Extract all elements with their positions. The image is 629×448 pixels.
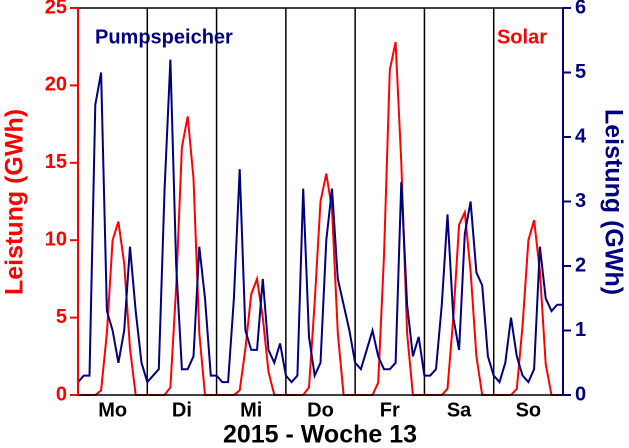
- x-tick-label: Mo: [98, 399, 127, 421]
- y-tick-label: 25: [45, 0, 67, 18]
- x-axis-label: 2015 - Woche 13: [223, 421, 417, 448]
- x-tick-label: Di: [172, 399, 192, 421]
- x-tick-label: Mi: [240, 399, 262, 421]
- y-axis-label: Leistung (GWh): [1, 109, 29, 295]
- y-tick-label: 20: [45, 74, 67, 96]
- y2-tick-label: 1: [575, 319, 586, 341]
- legend-label: Pumpspeicher: [95, 26, 233, 48]
- y-tick-label: 5: [56, 306, 67, 328]
- y2-tick-label: 2: [575, 254, 586, 276]
- y2-tick-label: 3: [575, 190, 586, 212]
- x-tick-label: So: [516, 399, 542, 421]
- x-tick-label: Fr: [380, 399, 400, 421]
- x-tick-label: Do: [307, 399, 334, 421]
- y2-tick-label: 0: [575, 383, 586, 405]
- y-tick-label: 15: [45, 151, 67, 173]
- y2-axis-label: Leistung (GWh): [599, 109, 627, 295]
- y-tick-label: 10: [45, 228, 67, 250]
- y2-tick-label: 5: [575, 61, 586, 83]
- series-line: [77, 59, 563, 385]
- y2-tick-label: 4: [575, 125, 587, 147]
- y2-tick-label: 6: [575, 0, 586, 18]
- y-tick-label: 0: [56, 383, 67, 405]
- x-tick-label: Sa: [447, 399, 472, 421]
- legend-label: Solar: [497, 26, 547, 48]
